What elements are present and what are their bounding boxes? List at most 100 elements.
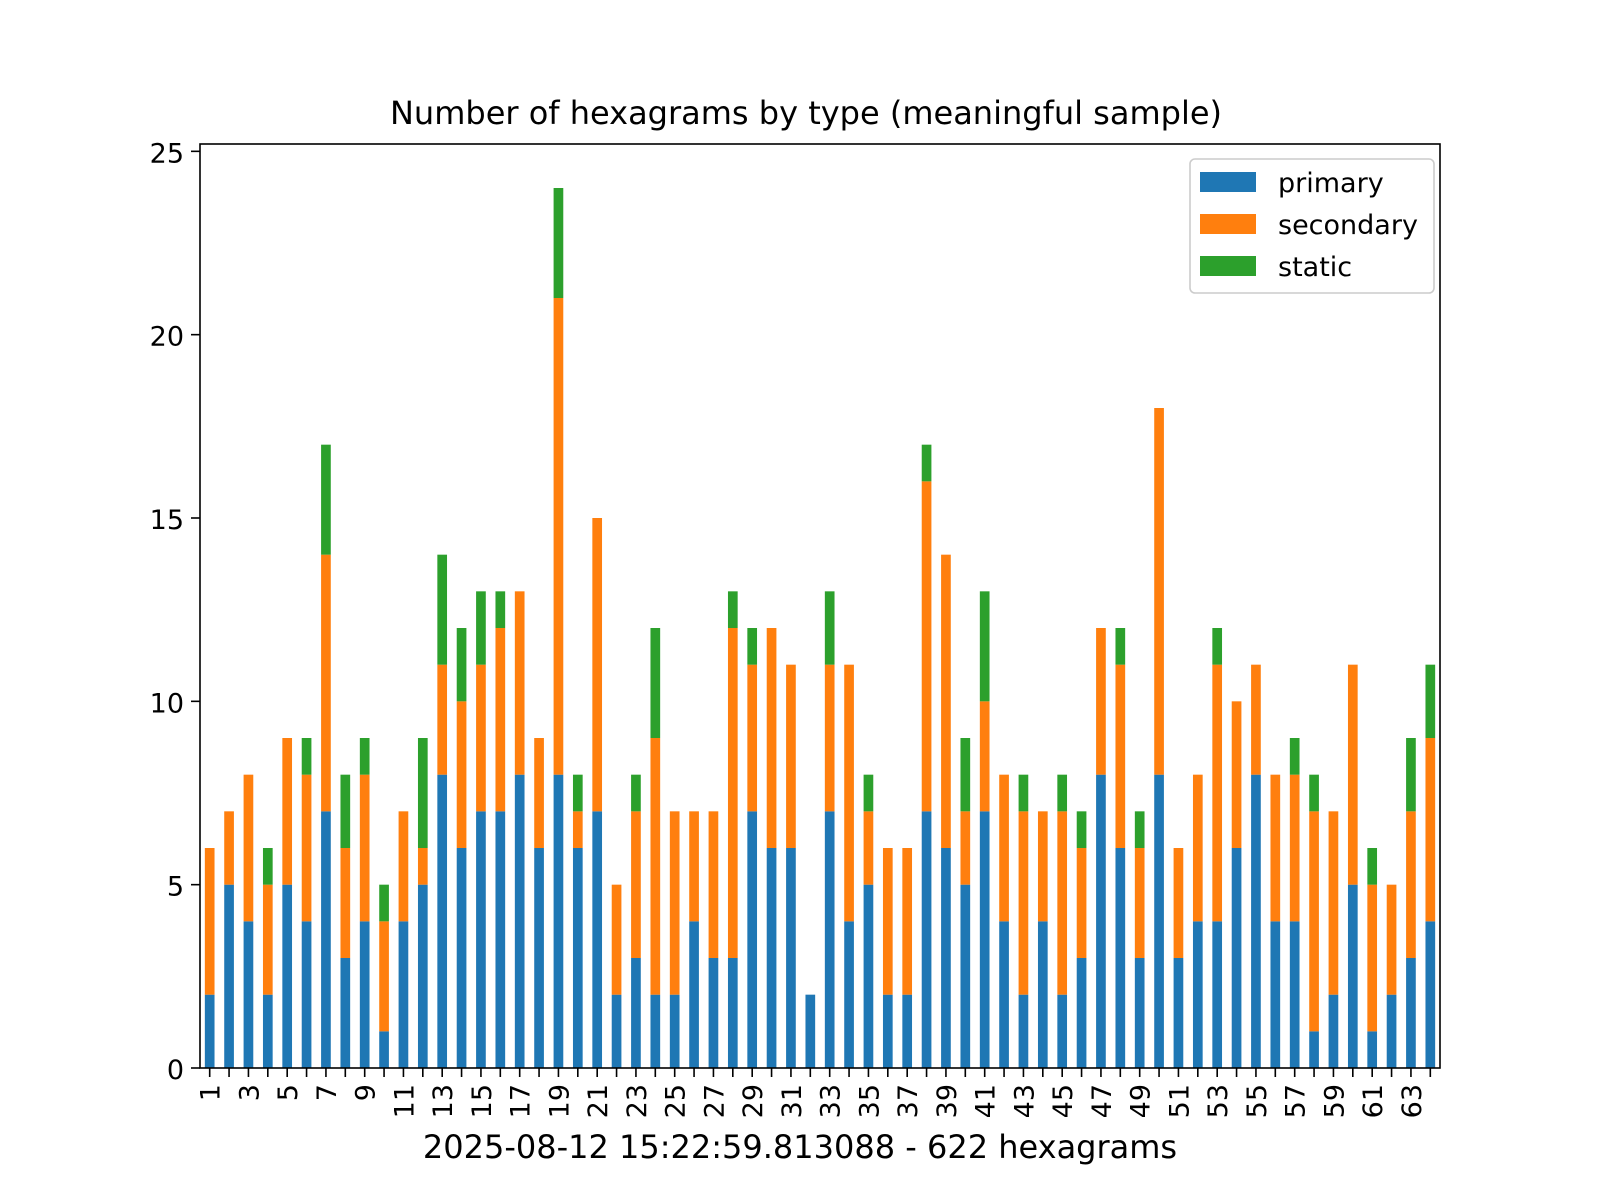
y-tick-label: 5 (167, 872, 184, 903)
bar-static-7 (321, 444, 331, 555)
bar-static-28 (727, 591, 738, 628)
bar-secondary-43 (1018, 811, 1029, 995)
x-tick-label: 45 (1048, 1084, 1079, 1118)
legend-label-secondary: secondary (1278, 210, 1418, 241)
x-tick-label: 23 (622, 1084, 653, 1118)
bar-static-16 (495, 591, 506, 628)
bar-primary-24 (650, 994, 661, 1068)
x-tick-label: 9 (351, 1084, 382, 1101)
bar-primary-4 (262, 994, 273, 1068)
bar-secondary-24 (650, 738, 661, 995)
legend: primary secondary static (1189, 158, 1435, 294)
bar-static-29 (747, 628, 758, 665)
bar-primary-10 (379, 1031, 389, 1068)
bar-primary-12 (417, 884, 428, 1068)
x-tick-label: 27 (699, 1084, 730, 1118)
x-tick-label: 21 (583, 1084, 614, 1118)
bar-static-40 (960, 738, 971, 812)
bar-static-49 (1134, 811, 1145, 848)
bar-primary-18 (534, 848, 544, 1068)
bar-primary-32 (805, 994, 816, 1068)
x-tick-label: 19 (544, 1084, 575, 1118)
bar-secondary-26 (689, 811, 699, 922)
bar-primary-5 (282, 884, 293, 1068)
bar-primary-54 (1231, 848, 1242, 1068)
bar-secondary-60 (1347, 664, 1358, 885)
bar-primary-22 (611, 994, 622, 1068)
x-tick-label: 15 (467, 1084, 498, 1118)
bar-secondary-8 (340, 848, 351, 958)
legend-label-static: static (1278, 252, 1352, 283)
bar-static-38 (921, 444, 932, 482)
bar-secondary-57 (1289, 774, 1300, 922)
bar-primary-46 (1076, 958, 1087, 1068)
bar-secondary-18 (534, 738, 544, 848)
bar-static-20 (572, 774, 583, 812)
bar-secondary-48 (1115, 664, 1126, 848)
x-tick-label: 17 (506, 1084, 537, 1118)
bar-secondary-54 (1231, 701, 1242, 848)
bar-secondary-56 (1270, 774, 1281, 922)
x-tick-label: 31 (777, 1084, 808, 1118)
bar-secondary-40 (960, 811, 971, 885)
bar-primary-6 (301, 921, 312, 1068)
bar-secondary-11 (398, 811, 409, 922)
bar-primary-16 (495, 811, 506, 1068)
bar-primary-31 (786, 848, 796, 1068)
bar-static-8 (340, 774, 351, 848)
bar-primary-43 (1018, 994, 1029, 1068)
bar-secondary-10 (379, 921, 389, 1032)
bar-secondary-21 (592, 518, 603, 812)
bar-secondary-30 (766, 628, 777, 848)
bar-primary-2 (224, 884, 234, 1068)
bar-secondary-28 (727, 628, 738, 958)
bar-primary-28 (727, 958, 738, 1068)
bar-primary-52 (1192, 921, 1203, 1068)
bar-secondary-2 (224, 811, 234, 885)
bar-primary-56 (1270, 921, 1281, 1068)
x-tick-label: 51 (1164, 1084, 1195, 1118)
bar-secondary-50 (1154, 408, 1164, 775)
x-tick-label: 35 (854, 1084, 885, 1118)
bar-primary-37 (902, 994, 913, 1068)
y-tick-label: 25 (150, 138, 184, 169)
bar-secondary-12 (417, 848, 428, 885)
y-tick-label: 10 (150, 688, 184, 719)
bar-secondary-9 (359, 774, 370, 922)
x-tick-label: 11 (389, 1084, 420, 1118)
bar-primary-47 (1096, 774, 1106, 1068)
bar-primary-44 (1037, 921, 1048, 1068)
bar-static-63 (1406, 738, 1416, 812)
bar-static-6 (301, 738, 312, 775)
bar-secondary-31 (786, 664, 796, 848)
bar-secondary-58 (1309, 811, 1319, 1032)
bar-static-19 (553, 188, 564, 298)
bar-secondary-64 (1425, 738, 1436, 922)
x-tick-label: 29 (738, 1084, 769, 1118)
bar-secondary-63 (1406, 811, 1416, 958)
bar-primary-39 (941, 848, 951, 1068)
x-tick-label: 43 (1009, 1084, 1040, 1118)
bar-static-24 (650, 628, 661, 738)
bar-secondary-6 (301, 774, 312, 922)
bar-primary-25 (669, 994, 680, 1068)
bar-primary-50 (1154, 774, 1164, 1068)
bar-static-64 (1425, 664, 1436, 738)
bar-static-33 (824, 591, 835, 665)
bar-static-12 (417, 738, 428, 848)
bar-primary-30 (766, 848, 777, 1068)
x-tick-label: 61 (1358, 1084, 1389, 1118)
bar-static-15 (476, 591, 486, 665)
bar-static-14 (456, 628, 467, 702)
x-tick-label: 39 (932, 1084, 963, 1118)
x-tick-label: 59 (1319, 1084, 1350, 1118)
bar-primary-53 (1212, 921, 1223, 1068)
x-tick-label: 5 (273, 1084, 304, 1101)
x-tick-label: 13 (428, 1084, 459, 1118)
x-tick-label: 63 (1397, 1084, 1428, 1118)
bar-secondary-23 (631, 811, 641, 958)
bar-primary-29 (747, 811, 758, 1068)
bar-secondary-61 (1367, 884, 1378, 1032)
bar-secondary-42 (999, 774, 1009, 922)
bar-primary-1 (204, 994, 215, 1068)
